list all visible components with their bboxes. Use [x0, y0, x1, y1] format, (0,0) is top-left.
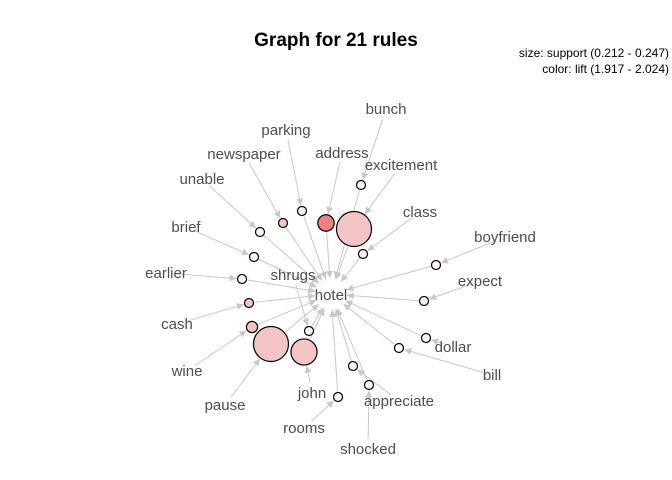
item-label-earlier: earlier: [145, 265, 187, 282]
edge-rule-class-to-hotel: [340, 257, 360, 282]
rule-node-john: [290, 338, 318, 366]
graph-title: Graph for 21 rules: [254, 30, 418, 51]
item-label-rooms: rooms: [283, 420, 325, 437]
item-label-cash: cash: [161, 316, 193, 333]
edge-rule-dollar-to-hotel: [345, 300, 422, 337]
item-label-pause: pause: [205, 397, 246, 414]
edge-earlier-to-rule: [175, 273, 237, 282]
edge-rule-newspaper-to-hotel: [285, 227, 323, 282]
item-label-expect: expect: [458, 273, 503, 290]
edge-shrugs-to-rule: [295, 284, 309, 326]
edge-rule-appreciate-to-hotel: [334, 309, 352, 361]
edge-bill-to-rule: [404, 348, 483, 373]
item-label-hotel: hotel: [315, 287, 348, 304]
edge-john-to-rule: [304, 365, 312, 384]
edge-rule-bill-to-hotel: [343, 303, 396, 345]
item-label-dollar: dollar: [435, 339, 472, 356]
edge-parking-to-rule: [287, 139, 304, 206]
edge-rule-rooms-to-hotel: [329, 309, 339, 392]
item-label-john: john: [297, 385, 326, 402]
rule-node-newspaper: [277, 217, 289, 229]
edge-unable-to-rule: [209, 185, 257, 229]
rule-node-appreciate: [347, 360, 359, 372]
edge-rule-shocked-to-hotel: [336, 308, 368, 381]
edge-wine-to-rule: [195, 330, 247, 366]
rule-node-pause: [252, 325, 290, 363]
edge-brief-to-rule: [194, 230, 250, 256]
item-label-wine: wine: [171, 363, 203, 380]
edge-rule-pause-to-hotel: [284, 303, 320, 333]
edge-excitement-to-rule: [364, 172, 396, 215]
item-label-bunch: bunch: [366, 101, 407, 118]
rule-node-bunch: [355, 179, 367, 191]
edge-cash-to-rule: [186, 303, 244, 322]
rule-node-excitement: [335, 210, 373, 248]
item-label-appreciate: appreciate: [364, 393, 434, 410]
edge-rule-wine-to-hotel: [257, 299, 317, 325]
rule-nodes-layer: [236, 179, 442, 403]
legend-size: size: support (0.212 - 0.247): [519, 46, 669, 60]
edge-dollar-to-rule: [431, 338, 444, 346]
rule-node-cash: [243, 297, 255, 309]
rule-node-expect: [418, 295, 430, 307]
item-labels-layer: bunch parking address newspaper excitement un…: [145, 101, 536, 458]
edge-shocked-to-rule: [365, 390, 373, 440]
rule-node-address: [317, 214, 335, 232]
rule-node-rooms: [332, 391, 344, 403]
edge-rule-shrugs-to-hotel: [311, 307, 324, 327]
edge-bunch-to-rule: [361, 118, 384, 180]
edge-boyfriend-to-rule: [440, 240, 496, 264]
edge-class-to-rule: [367, 217, 413, 252]
edge-address-to-rule: [326, 162, 341, 215]
edge-rule-expect-to-hotel: [346, 292, 419, 302]
rule-node-earlier: [236, 273, 248, 285]
rule-node-dollar: [420, 332, 432, 344]
rule-node-brief: [248, 251, 260, 263]
rule-node-parking: [296, 205, 308, 217]
item-label-shrugs: shrugs: [270, 267, 315, 284]
edge-rule-parking-to-hotel: [303, 216, 327, 280]
rule-node-wine: [245, 320, 259, 334]
item-label-parking: parking: [261, 122, 310, 139]
rule-node-bill: [393, 342, 405, 354]
edge-newspaper-to-rule: [248, 162, 281, 219]
item-label-shocked: shocked: [340, 441, 396, 458]
item-label-brief: brief: [171, 219, 201, 236]
edge-rule-earlier-to-hotel: [247, 279, 316, 294]
edge-pause-to-rule: [230, 358, 261, 398]
item-label-newspaper: newspaper: [207, 146, 280, 163]
item-label-class: class: [403, 204, 437, 221]
item-label-excitement: excitement: [365, 157, 438, 174]
edge-rule-unable-to-hotel: [263, 235, 320, 284]
edge-appreciate-to-rule: [357, 368, 392, 396]
item-label-address: address: [315, 145, 368, 162]
rule-node-shrugs: [303, 325, 315, 337]
rule-node-shocked: [363, 379, 375, 391]
edges-layer: [175, 118, 496, 440]
rule-node-class: [357, 248, 369, 260]
item-label-bill: bill: [483, 367, 501, 384]
rule-node-boyfriend: [430, 259, 442, 271]
edge-rooms-to-rule: [311, 400, 335, 422]
legend-color: color: lift (1.917 - 2.024): [542, 62, 669, 76]
edge-rule-brief-to-hotel: [258, 258, 317, 288]
edge-rule-cash-to-hotel: [254, 293, 316, 303]
edge-rule-boyfriend-to-hotel: [346, 265, 431, 292]
rule-node-unable: [254, 226, 266, 238]
edge-expect-to-rule: [429, 283, 471, 301]
item-label-unable: unable: [179, 171, 224, 188]
item-label-boyfriend: boyfriend: [474, 229, 536, 246]
edge-rule-excitement-to-hotel: [335, 246, 349, 280]
edge-rule-address-to-hotel: [325, 232, 333, 279]
